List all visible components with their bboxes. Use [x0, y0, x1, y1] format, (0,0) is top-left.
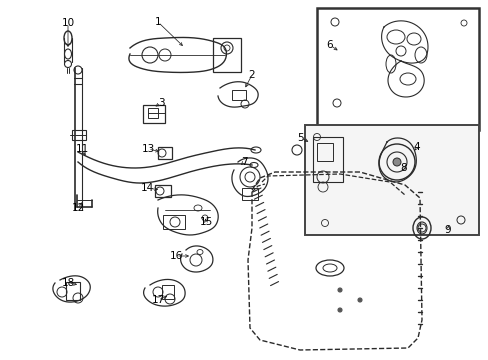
Text: 3: 3	[157, 98, 164, 108]
Bar	[312, 137, 342, 182]
Bar	[316, 8, 478, 130]
Bar	[155, 185, 171, 197]
Bar	[162, 285, 174, 299]
Text: 16: 16	[169, 251, 182, 261]
Text: 4: 4	[413, 142, 420, 152]
Circle shape	[337, 308, 341, 312]
Text: 17: 17	[151, 295, 164, 305]
Bar	[142, 105, 164, 123]
Bar	[148, 108, 158, 118]
Text: 7: 7	[240, 157, 247, 167]
Text: 13: 13	[141, 144, 154, 154]
Text: 1: 1	[154, 17, 161, 27]
Bar	[231, 90, 245, 100]
Circle shape	[357, 298, 361, 302]
Text: 2: 2	[248, 70, 255, 80]
Text: 11: 11	[75, 144, 88, 154]
Text: 15: 15	[199, 217, 212, 227]
Circle shape	[337, 288, 341, 292]
Text: 5: 5	[297, 133, 304, 143]
Text: 8: 8	[400, 163, 407, 173]
Text: 9: 9	[444, 225, 450, 235]
Bar	[158, 147, 172, 159]
Bar	[66, 282, 80, 300]
Text: 12: 12	[71, 203, 84, 213]
Bar	[242, 188, 258, 200]
Bar	[305, 125, 478, 235]
Text: 10: 10	[61, 18, 74, 28]
Text: 6: 6	[326, 40, 333, 50]
Bar	[316, 143, 332, 161]
Text: 14: 14	[140, 183, 153, 193]
Bar	[213, 38, 241, 72]
Bar	[72, 130, 86, 140]
Bar	[163, 215, 184, 229]
Circle shape	[392, 158, 400, 166]
Text: 18: 18	[61, 278, 75, 288]
